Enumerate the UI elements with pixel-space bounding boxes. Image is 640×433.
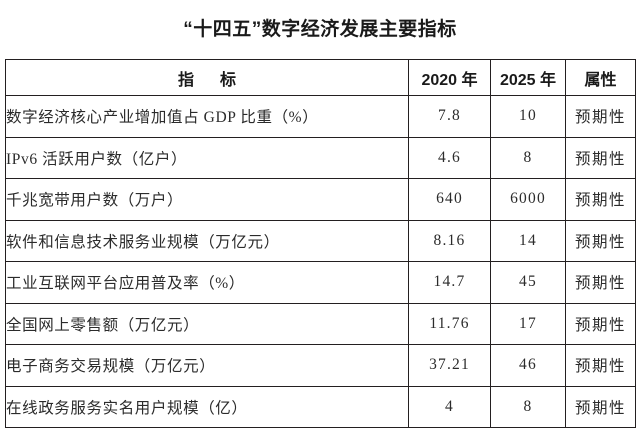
cell-value-2020: 7.8 bbox=[408, 95, 491, 138]
metrics-table-container: 指标 2020 年 2025 年 属性 数字经济核心产业增加值占 GDP 比重（… bbox=[5, 59, 636, 428]
table-row: IPv6 活跃用户数（亿户） 4.6 8 预期性 bbox=[5, 136, 636, 179]
cell-value-2020: 640 bbox=[408, 178, 491, 221]
cell-value-2025: 8 bbox=[490, 136, 566, 179]
metrics-table: 指标 2020 年 2025 年 属性 数字经济核心产业增加值占 GDP 比重（… bbox=[5, 59, 636, 428]
cell-value-2020: 4 bbox=[408, 385, 491, 428]
cell-value-2020: 4.6 bbox=[408, 136, 491, 179]
table-row: 全国网上零售额（万亿元） 11.76 17 预期性 bbox=[5, 302, 636, 345]
cell-value-2025: 8 bbox=[490, 385, 566, 428]
cell-value-2025: 6000 bbox=[490, 178, 566, 221]
cell-attribute: 预期性 bbox=[565, 302, 636, 345]
cell-attribute: 预期性 bbox=[565, 344, 636, 387]
cell-value-2020: 37.21 bbox=[408, 344, 491, 387]
cell-attribute: 预期性 bbox=[565, 261, 636, 304]
cell-indicator: 千兆宽带用户数（万户） bbox=[5, 178, 409, 221]
table-row: 千兆宽带用户数（万户） 640 6000 预期性 bbox=[5, 178, 636, 221]
cell-value-2025: 14 bbox=[490, 219, 566, 262]
cell-attribute: 预期性 bbox=[565, 385, 636, 428]
cell-value-2025: 10 bbox=[490, 95, 566, 138]
cell-attribute: 预期性 bbox=[565, 136, 636, 179]
table-row: 在线政务服务实名用户规模（亿） 4 8 预期性 bbox=[5, 385, 636, 428]
table-row: 工业互联网平台应用普及率（%） 14.7 45 预期性 bbox=[5, 261, 636, 304]
cell-value-2025: 17 bbox=[490, 302, 566, 345]
title-container: “十四五”数字经济发展主要指标 bbox=[0, 0, 640, 59]
column-header-year-2020: 2020 年 bbox=[408, 59, 491, 96]
cell-indicator: 在线政务服务实名用户规模（亿） bbox=[5, 385, 409, 428]
cell-indicator: 电子商务交易规模（万亿元） bbox=[5, 344, 409, 387]
table-row: 软件和信息技术服务业规模（万亿元） 8.16 14 预期性 bbox=[5, 219, 636, 262]
cell-value-2020: 14.7 bbox=[408, 261, 491, 304]
column-header-indicator-char1: 指 bbox=[177, 71, 194, 89]
cell-indicator: 软件和信息技术服务业规模（万亿元） bbox=[5, 219, 409, 262]
cell-indicator: IPv6 活跃用户数（亿户） bbox=[5, 136, 409, 179]
table-row: 数字经济核心产业增加值占 GDP 比重（%） 7.8 10 预期性 bbox=[5, 95, 636, 138]
column-header-indicator: 指标 bbox=[5, 59, 409, 96]
cell-value-2020: 8.16 bbox=[408, 219, 491, 262]
cell-indicator: 数字经济核心产业增加值占 GDP 比重（%） bbox=[5, 95, 409, 138]
cell-attribute: 预期性 bbox=[565, 219, 636, 262]
column-header-indicator-char2: 标 bbox=[220, 71, 237, 89]
cell-attribute: 预期性 bbox=[565, 95, 636, 138]
column-header-year-2025: 2025 年 bbox=[490, 59, 566, 96]
page-title: “十四五”数字经济发展主要指标 bbox=[183, 19, 457, 40]
cell-indicator: 全国网上零售额（万亿元） bbox=[5, 302, 409, 345]
cell-indicator: 工业互联网平台应用普及率（%） bbox=[5, 261, 409, 304]
table-header-row: 指标 2020 年 2025 年 属性 bbox=[5, 59, 636, 96]
cell-value-2020: 11.76 bbox=[408, 302, 491, 345]
table-body: 数字经济核心产业增加值占 GDP 比重（%） 7.8 10 预期性 IPv6 活… bbox=[5, 95, 636, 428]
table-row: 电子商务交易规模（万亿元） 37.21 46 预期性 bbox=[5, 344, 636, 387]
cell-value-2025: 45 bbox=[490, 261, 566, 304]
cell-value-2025: 46 bbox=[490, 344, 566, 387]
column-header-attribute: 属性 bbox=[565, 59, 636, 96]
cell-attribute: 预期性 bbox=[565, 178, 636, 221]
table-header: 指标 2020 年 2025 年 属性 bbox=[5, 59, 636, 96]
